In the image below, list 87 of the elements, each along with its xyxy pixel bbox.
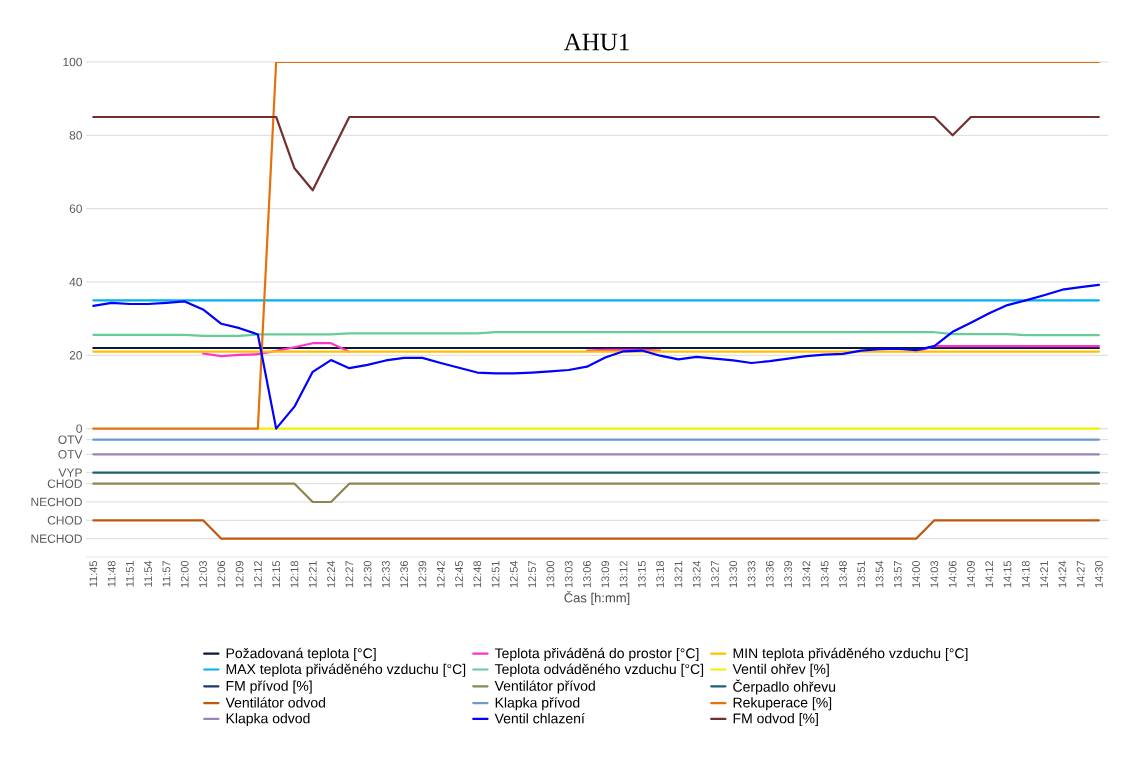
x-tick-label: 12:33 [381, 561, 390, 588]
x-tick-label: 14:03 [930, 561, 939, 588]
legend-label: FM přívod [%] [226, 680, 312, 694]
x-axis-title: Čas [h:mm] [564, 590, 630, 605]
x-tick-label: 13:33 [747, 561, 756, 588]
x-tick-label: 13:06 [583, 561, 591, 588]
x-tick-label: 13:09 [601, 561, 610, 588]
x-tick-label: 12:42 [436, 561, 445, 588]
y-tick-label: 100 [63, 57, 83, 67]
x-tick-label: 13:51 [857, 561, 866, 588]
x-tick-label: 14:21 [1040, 561, 1048, 588]
x-tick-label: 14:12 [985, 561, 994, 588]
y-tick-label: 20 [69, 351, 83, 360]
x-tick-label: 14:06 [948, 561, 957, 588]
x-tick-label: 14:18 [1021, 561, 1030, 588]
x-tick-label: 14:24 [1058, 560, 1067, 588]
x-tick-label: 13:45 [820, 560, 829, 588]
chart-title: AHU1 [563, 33, 629, 51]
x-tick-label: 13:12 [619, 561, 628, 588]
x-tick-label: 13:15 [637, 560, 646, 588]
line-series [92, 283, 1100, 430]
x-tick-label: 12:27 [345, 561, 354, 588]
y-tick-label: OTV [58, 435, 83, 444]
x-tick-label: 12:51 [491, 561, 500, 588]
x-tick-label: 11:51 [126, 561, 134, 587]
y-tick-label: CHOD [47, 479, 82, 488]
legend-label: Teplota odváděného vzduchu [°C] [494, 663, 704, 677]
legend-label: Ventilátor přívod [494, 680, 595, 694]
y-tick-label: 0 [76, 424, 83, 433]
legend-label: Ventil chlazení [494, 712, 585, 724]
x-tick-label: 12:12 [254, 561, 262, 588]
x-tick-label: 12:57 [528, 561, 537, 588]
x-tick-label: 12:06 [217, 561, 226, 588]
x-tick-label: 12:03 [199, 561, 207, 588]
x-tick-label: 13:00 [546, 560, 555, 588]
x-tick-label: 14:00 [912, 560, 920, 588]
y-tick-label: 60 [69, 204, 83, 213]
y-tick-label: VYP [58, 468, 82, 477]
x-tick-label: 13:48 [839, 561, 847, 588]
x-tick-label: 12:21 [308, 561, 317, 588]
legend-label: Teplota přiváděná do prostor [°C] [494, 647, 699, 662]
legend-label: Rekuperace [%] [733, 697, 832, 711]
legend-label: Ventil ohřev [%] [732, 663, 829, 677]
x-tick-label: 13:54 [875, 560, 884, 588]
x-tick-label: 11:54 [144, 560, 153, 587]
x-tick-label: 13:03 [564, 561, 573, 588]
x-tick-label: 13:21 [674, 561, 683, 588]
legend-label: Klapka přívod [495, 697, 580, 711]
x-tick-label: 14:15 [1003, 560, 1012, 588]
x-tick-label: 12:09 [235, 561, 244, 588]
y-tick-label: CHOD [47, 516, 82, 525]
x-tick-label: 12:48 [473, 561, 482, 588]
x-tick-label: 12:54 [509, 560, 518, 588]
y-tick-label: 40 [69, 277, 83, 287]
x-tick-label: 12:24 [327, 560, 335, 588]
x-tick-label: 12:00 [180, 560, 189, 588]
x-tick-label: 13:24 [692, 560, 701, 588]
x-tick-label: 13:18 [656, 561, 664, 588]
x-tick-label: 12:15 [272, 560, 281, 588]
legend-label: Klapka odvod [226, 713, 310, 727]
x-tick-label: 12:30 [363, 560, 372, 588]
y-tick-label: OTV [58, 450, 83, 459]
x-tick-label: 14:09 [967, 561, 975, 588]
x-tick-label: 13:39 [784, 561, 792, 588]
x-tick-label: 11:48 [107, 561, 116, 587]
x-tick-label: 13:36 [765, 561, 774, 588]
x-tick-label: 14:30 [1095, 560, 1103, 588]
x-tick-label: 11:45 [89, 560, 98, 587]
legend-label: FM odvod [%] [733, 713, 818, 727]
y-tick-label: NECHOD [31, 497, 82, 507]
x-tick-label: 11:57 [162, 561, 171, 587]
x-tick-label: 12:39 [418, 561, 427, 588]
legend-label: MAX teplota přiváděného vzduchu [°C] [226, 663, 466, 677]
x-tick-label: 13:57 [893, 561, 902, 588]
y-tick-label: NECHOD [31, 534, 82, 543]
x-tick-label: 13:30 [729, 560, 738, 588]
x-tick-label: 13:42 [802, 561, 811, 588]
x-tick-label: 13:27 [711, 561, 719, 588]
legend-label: Ventilátor odvod [225, 697, 326, 708]
legend-label: Čerpadlo ohřevu [733, 679, 836, 695]
x-tick-label: 12:36 [400, 561, 409, 588]
y-tick-label: 80 [69, 131, 83, 140]
legend-label: Požadovaná teplota [°C] [226, 647, 376, 662]
x-tick-label: 12:45 [455, 560, 463, 588]
x-tick-label: 12:18 [290, 561, 299, 588]
legend-label: MIN teplota přiváděného vzduchu [°C] [733, 647, 968, 662]
x-tick-label: 14:27 [1076, 561, 1085, 588]
